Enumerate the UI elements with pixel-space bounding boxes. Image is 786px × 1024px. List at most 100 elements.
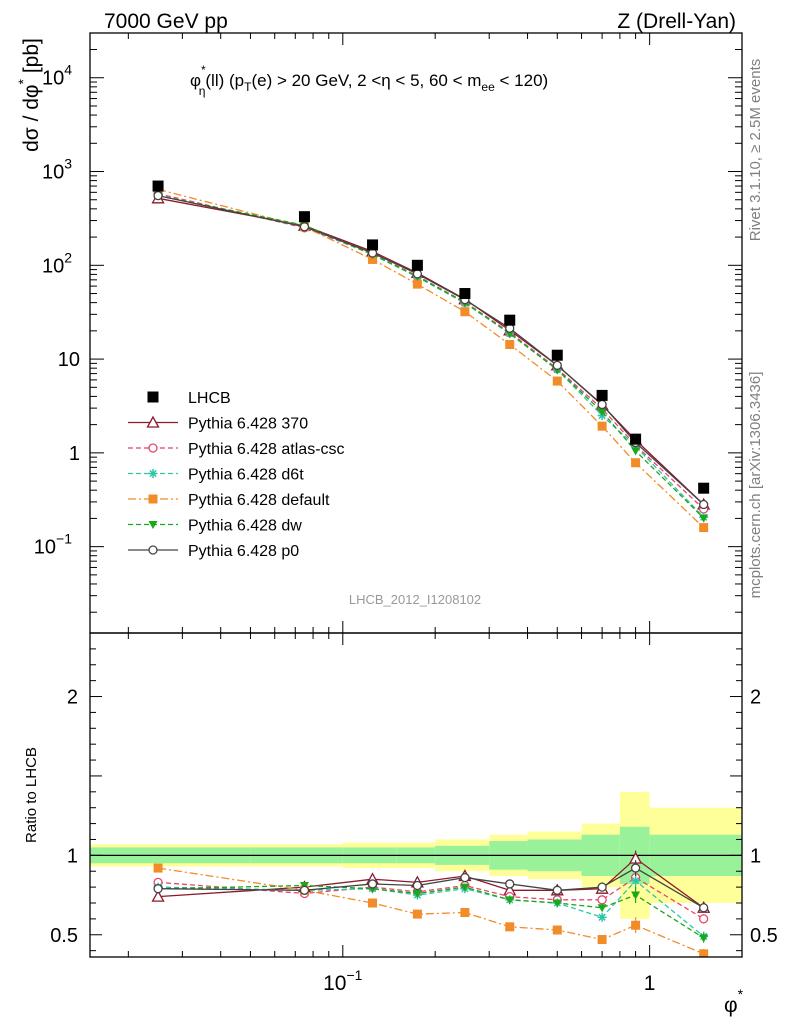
marker-square (631, 458, 641, 468)
marker-triangle-down (505, 896, 515, 905)
legend-label: Pythia 6.428 atlas-csc (188, 441, 345, 458)
series-line-ratio (158, 876, 705, 920)
legend-label: LHCB (188, 390, 231, 407)
header-left: 7000 GeV pp (104, 10, 228, 33)
marker-circle (699, 499, 709, 510)
marker-triangle-down (460, 883, 470, 892)
marker-circle (412, 880, 423, 891)
series-line-ratio (157, 867, 704, 955)
series-line-main (157, 193, 705, 510)
tick-base: 10 (34, 537, 56, 559)
star-stroke (631, 877, 640, 885)
star-stroke (598, 913, 606, 921)
legend-label: Pythia 6.428 370 (188, 416, 308, 433)
y-tick-label-ratio: 2 (67, 687, 78, 709)
marker-square (505, 922, 515, 932)
series-line-ratio (158, 879, 705, 937)
ratio-panel-series (151, 850, 711, 957)
legend-entry: LHCB (147, 390, 231, 407)
legend-entry: Pythia 6.428 d6t (128, 467, 304, 484)
marker-circle (597, 882, 607, 892)
main-panel-series (151, 180, 711, 533)
series-line-ratio (158, 857, 705, 909)
marker-square (153, 863, 163, 873)
marker-triangle-down (552, 899, 562, 908)
marker-square (411, 259, 423, 271)
ratio-bands (90, 791, 742, 919)
tick-base: 10 (42, 255, 64, 277)
y-tick-label-ratio-right: 2 (750, 687, 761, 709)
series-line-ratio (158, 867, 704, 909)
tick-exp: 2 (64, 249, 72, 265)
y-tick-label-main: 10−1 (34, 531, 72, 559)
x-tick-label: 10−1 (323, 967, 363, 995)
marker-square (552, 376, 562, 386)
marker-circle (597, 895, 607, 905)
y-tick-label-ratio-right: 1 (750, 845, 761, 867)
legend-label: Pythia 6.428 dw (188, 518, 302, 535)
y-tick-label-ratio: 1 (67, 845, 78, 867)
marker-square (368, 254, 378, 264)
marker-circle (148, 545, 158, 555)
marker-square (631, 920, 641, 930)
legend-label: Pythia 6.428 d6t (188, 467, 304, 484)
plot-title: φ* η(ll) (pT(e) > 20 GeV, 2 <η < 5, 60 < … (190, 63, 548, 98)
marker-square (699, 523, 709, 533)
header-right: Z (Drell-Yan) (617, 10, 736, 33)
x-axis-label: φ* (724, 986, 744, 1017)
series-line-main (157, 197, 705, 505)
marker-circle (412, 269, 423, 279)
marker-square (630, 433, 642, 445)
y-axis-label-main: dσ / dφ* [pb] (15, 38, 43, 152)
marker-square (460, 307, 470, 317)
y-tick-label-main: 1 (69, 443, 80, 465)
marker-square (152, 180, 164, 192)
marker-square (147, 391, 159, 403)
marker-star (631, 876, 641, 886)
legend-entry: Pythia 6.428 dw (128, 518, 302, 535)
marker-circle (597, 399, 607, 410)
marker-circle (552, 360, 562, 370)
marker-circle (699, 914, 709, 924)
marker-circle (153, 884, 163, 894)
marker-square (148, 494, 158, 504)
marker-square (412, 909, 422, 919)
marker-triangle (151, 889, 165, 902)
marker-square (367, 239, 379, 251)
marker-circle (630, 863, 641, 873)
y-tick-label-main: 104 (42, 62, 72, 90)
mcplots-label: mcplots.cern.ch [arXiv:1306.3436] (747, 372, 764, 599)
y-axis-label-ratio: Ratio to LHCB (23, 747, 40, 843)
tick-exp: 3 (64, 156, 72, 172)
marker-star (148, 469, 158, 478)
legend: LHCB Pythia 6.428 370 Pythia 6.428 atlas-c… (128, 390, 345, 560)
marker-square (596, 389, 608, 401)
marker-triangle-down (699, 514, 709, 523)
marker-square (597, 935, 607, 945)
marker-circle (699, 903, 709, 913)
marker-triangle-down (699, 934, 709, 943)
marker-triangle-down (597, 904, 607, 913)
tick-base: 10 (42, 162, 64, 184)
x-tick-label: 1 (644, 972, 656, 995)
marker-square (459, 288, 471, 300)
marker-circle (148, 443, 158, 453)
marker-circle (460, 872, 470, 883)
marker-circle (552, 885, 562, 895)
marker-star (597, 912, 607, 922)
marker-circle (505, 879, 515, 889)
legend-entry: Pythia 6.428 default (128, 492, 330, 509)
tick-exp: −1 (346, 967, 362, 983)
marker-triangle-down (631, 891, 641, 900)
star-stroke (149, 469, 157, 478)
marker-square (298, 211, 310, 223)
tick-exp: 4 (64, 62, 72, 78)
legend-entry: Pythia 6.428 atlas-csc (128, 441, 345, 458)
y-tick-label-ratio: 0.5 (50, 925, 78, 947)
marker-square (597, 421, 607, 431)
marker-triangle-down (631, 447, 641, 456)
marker-square (699, 949, 709, 957)
marker-triangle-down (412, 889, 422, 898)
